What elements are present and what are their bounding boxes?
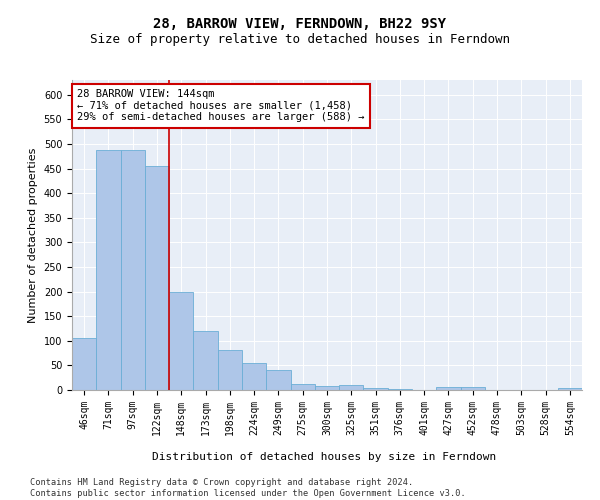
Bar: [266, 370, 290, 390]
Bar: [218, 350, 242, 390]
Bar: [72, 338, 96, 390]
Bar: [315, 386, 339, 390]
Bar: [388, 389, 412, 390]
Text: Contains HM Land Registry data © Crown copyright and database right 2024.
Contai: Contains HM Land Registry data © Crown c…: [30, 478, 466, 498]
Bar: [290, 384, 315, 390]
Text: Size of property relative to detached houses in Ferndown: Size of property relative to detached ho…: [90, 32, 510, 46]
Bar: [121, 150, 145, 390]
Text: 28, BARROW VIEW, FERNDOWN, BH22 9SY: 28, BARROW VIEW, FERNDOWN, BH22 9SY: [154, 18, 446, 32]
Bar: [461, 387, 485, 390]
Bar: [242, 363, 266, 390]
Bar: [145, 166, 169, 390]
Text: Distribution of detached houses by size in Ferndown: Distribution of detached houses by size …: [152, 452, 496, 462]
Bar: [558, 388, 582, 390]
Y-axis label: Number of detached properties: Number of detached properties: [28, 148, 38, 322]
Bar: [436, 387, 461, 390]
Bar: [364, 388, 388, 390]
Bar: [169, 292, 193, 390]
Text: 28 BARROW VIEW: 144sqm
← 71% of detached houses are smaller (1,458)
29% of semi-: 28 BARROW VIEW: 144sqm ← 71% of detached…: [77, 90, 365, 122]
Bar: [193, 331, 218, 390]
Bar: [96, 150, 121, 390]
Bar: [339, 385, 364, 390]
